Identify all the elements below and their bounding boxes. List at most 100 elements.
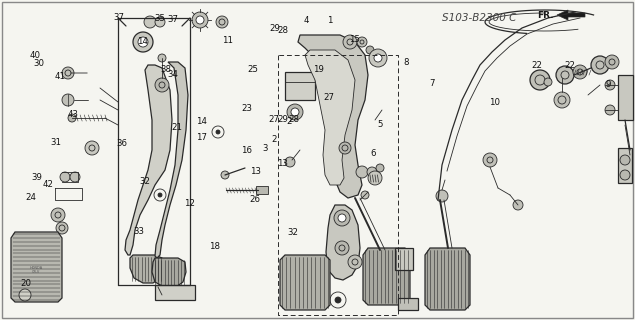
Text: 1: 1 [328, 16, 333, 25]
Text: 5: 5 [377, 120, 382, 129]
Circle shape [361, 191, 369, 199]
Bar [398, 298, 418, 310]
Circle shape [530, 70, 550, 90]
Text: 32: 32 [139, 177, 150, 186]
Circle shape [192, 12, 208, 28]
Circle shape [335, 297, 341, 303]
Text: 29: 29 [277, 115, 288, 124]
Text: 34: 34 [167, 70, 178, 79]
Circle shape [216, 16, 228, 28]
Circle shape [573, 65, 587, 79]
Polygon shape [326, 205, 360, 280]
Polygon shape [280, 255, 330, 310]
Polygon shape [130, 255, 163, 283]
Text: 13: 13 [250, 167, 261, 176]
Circle shape [605, 80, 615, 90]
Circle shape [68, 114, 76, 122]
Text: 16: 16 [241, 146, 252, 155]
Text: 4: 4 [304, 16, 309, 25]
Text: 37: 37 [167, 15, 178, 24]
Circle shape [291, 108, 299, 116]
Text: 2: 2 [286, 117, 291, 126]
Bar [395, 248, 413, 270]
Circle shape [287, 104, 303, 120]
Circle shape [436, 190, 448, 202]
Text: 27: 27 [323, 93, 335, 102]
Polygon shape [155, 62, 188, 258]
Text: 32: 32 [288, 228, 299, 237]
Circle shape [544, 78, 552, 86]
Text: 36: 36 [116, 139, 128, 148]
Text: 30: 30 [34, 59, 45, 68]
Text: 39: 39 [31, 173, 43, 182]
Text: 24: 24 [25, 193, 36, 202]
Circle shape [554, 92, 570, 108]
Text: 2: 2 [272, 135, 277, 144]
Text: 19: 19 [313, 65, 324, 74]
Circle shape [356, 166, 368, 178]
Circle shape [343, 35, 357, 49]
Text: 29: 29 [269, 24, 280, 33]
Circle shape [483, 153, 497, 167]
Circle shape [51, 208, 65, 222]
Circle shape [605, 105, 615, 115]
Text: 18: 18 [209, 242, 220, 251]
Circle shape [366, 46, 374, 54]
Text: 11: 11 [222, 36, 233, 45]
Circle shape [513, 200, 523, 210]
Text: 6: 6 [371, 149, 376, 158]
Circle shape [62, 67, 74, 79]
Text: 8: 8 [404, 58, 409, 67]
Polygon shape [11, 232, 62, 302]
Text: 20: 20 [20, 279, 31, 288]
Text: 37: 37 [114, 13, 125, 22]
Text: 35: 35 [154, 14, 166, 23]
Text: HONDA
CR-V: HONDA CR-V [29, 266, 43, 274]
Circle shape [62, 94, 74, 106]
Circle shape [196, 16, 204, 24]
Circle shape [155, 17, 165, 27]
Text: 13: 13 [277, 159, 288, 168]
Circle shape [19, 289, 31, 301]
Circle shape [348, 255, 362, 269]
Circle shape [339, 142, 351, 154]
Circle shape [56, 222, 68, 234]
Polygon shape [125, 65, 172, 255]
Circle shape [369, 49, 387, 67]
Circle shape [70, 172, 80, 182]
Polygon shape [152, 258, 186, 287]
Text: 10: 10 [488, 98, 500, 107]
Text: 22: 22 [565, 61, 576, 70]
Circle shape [285, 157, 295, 167]
Circle shape [144, 16, 156, 28]
Bar [155, 285, 195, 300]
Circle shape [374, 54, 382, 62]
Circle shape [221, 171, 229, 179]
Circle shape [334, 210, 350, 226]
Circle shape [138, 37, 148, 47]
Text: FR.: FR. [537, 11, 554, 20]
Circle shape [60, 172, 70, 182]
Text: 38: 38 [161, 65, 172, 74]
Circle shape [216, 130, 220, 134]
Text: 43: 43 [67, 110, 79, 119]
Text: 7: 7 [429, 79, 434, 88]
Text: 25: 25 [247, 65, 258, 74]
Polygon shape [305, 50, 355, 185]
Polygon shape [557, 10, 585, 20]
Text: 3: 3 [263, 144, 268, 153]
Text: S103-B2300 C: S103-B2300 C [442, 12, 517, 23]
Circle shape [368, 171, 382, 185]
Circle shape [591, 56, 609, 74]
Text: 17: 17 [196, 133, 208, 142]
Circle shape [620, 155, 630, 165]
Text: 41: 41 [55, 72, 66, 81]
Circle shape [376, 164, 384, 172]
Circle shape [133, 32, 153, 52]
Circle shape [367, 167, 377, 177]
Text: 33: 33 [133, 228, 144, 236]
Text: 28: 28 [288, 115, 299, 124]
Circle shape [338, 214, 346, 222]
Circle shape [335, 241, 349, 255]
Bar [285, 72, 315, 100]
